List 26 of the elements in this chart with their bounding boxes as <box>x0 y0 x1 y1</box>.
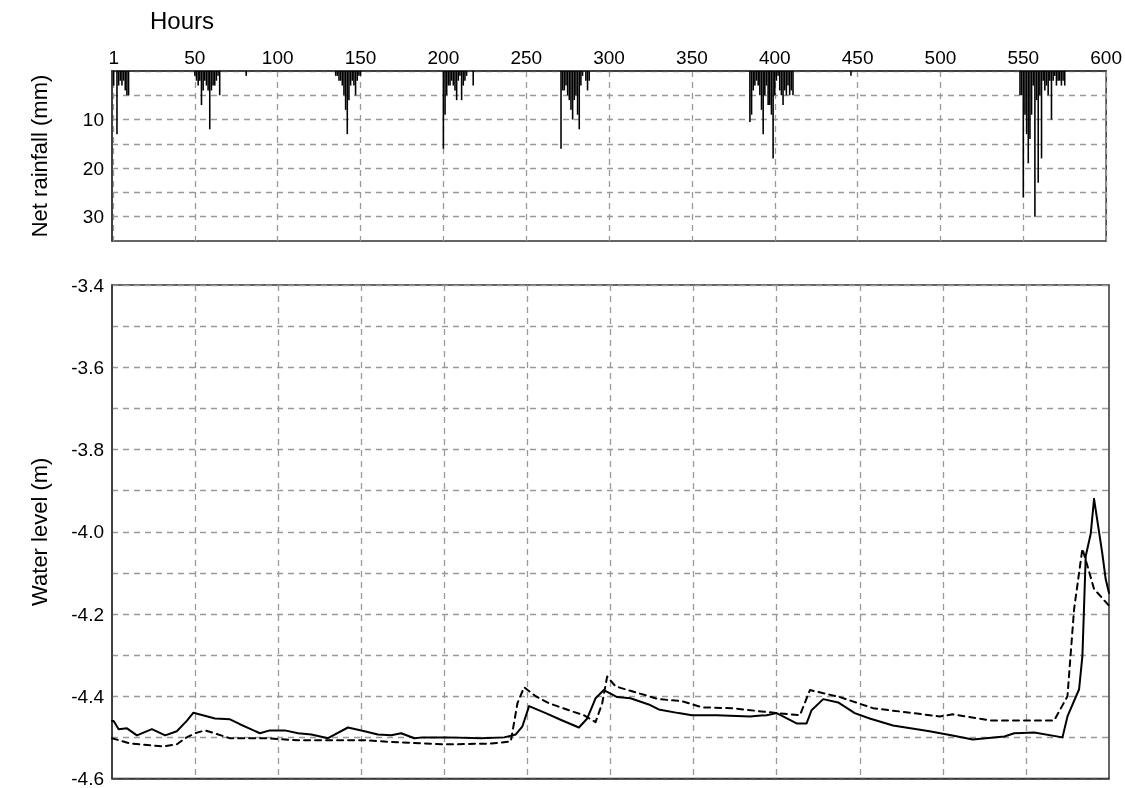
y-tick-label: 20 <box>82 157 104 179</box>
x-tick-label: 400 <box>758 47 791 68</box>
x-tick-label: 100 <box>261 47 294 68</box>
y-tick-label: -4.6 <box>71 768 104 788</box>
x-tick-label: 550 <box>1007 47 1040 68</box>
y-tick-label: -3.4 <box>71 274 105 296</box>
x-tick-label: 1 <box>108 47 119 68</box>
x-tick-label: 500 <box>924 47 957 68</box>
x-tick-label: 150 <box>344 47 377 68</box>
x-tick-label: 50 <box>184 47 206 68</box>
x-tick-label: 450 <box>841 47 874 68</box>
y-tick-label: 30 <box>82 206 104 228</box>
y-tick-label: 10 <box>82 109 104 131</box>
y-tick-label: -4.0 <box>71 521 104 543</box>
x-tick-label: 300 <box>593 47 625 68</box>
x-tick-label: 200 <box>427 47 460 68</box>
x-axis-title: Hours <box>150 6 215 34</box>
y-tick-label: -3.6 <box>71 356 104 378</box>
y-axis-title: Water level (m) <box>26 457 52 606</box>
x-tick-label: 250 <box>510 47 543 68</box>
x-tick-label: 350 <box>676 47 708 68</box>
y-tick-label: -3.8 <box>71 439 104 460</box>
y-tick-label: -4.4 <box>71 685 105 707</box>
y-axis-title: Net rainfall (mm) <box>26 74 52 238</box>
y-tick-label: -4.2 <box>71 603 104 625</box>
x-tick-label: 600 <box>1090 47 1122 68</box>
